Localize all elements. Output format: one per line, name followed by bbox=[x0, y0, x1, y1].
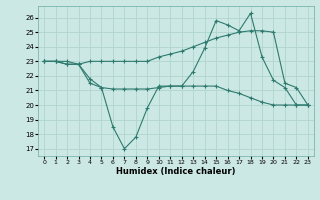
X-axis label: Humidex (Indice chaleur): Humidex (Indice chaleur) bbox=[116, 167, 236, 176]
